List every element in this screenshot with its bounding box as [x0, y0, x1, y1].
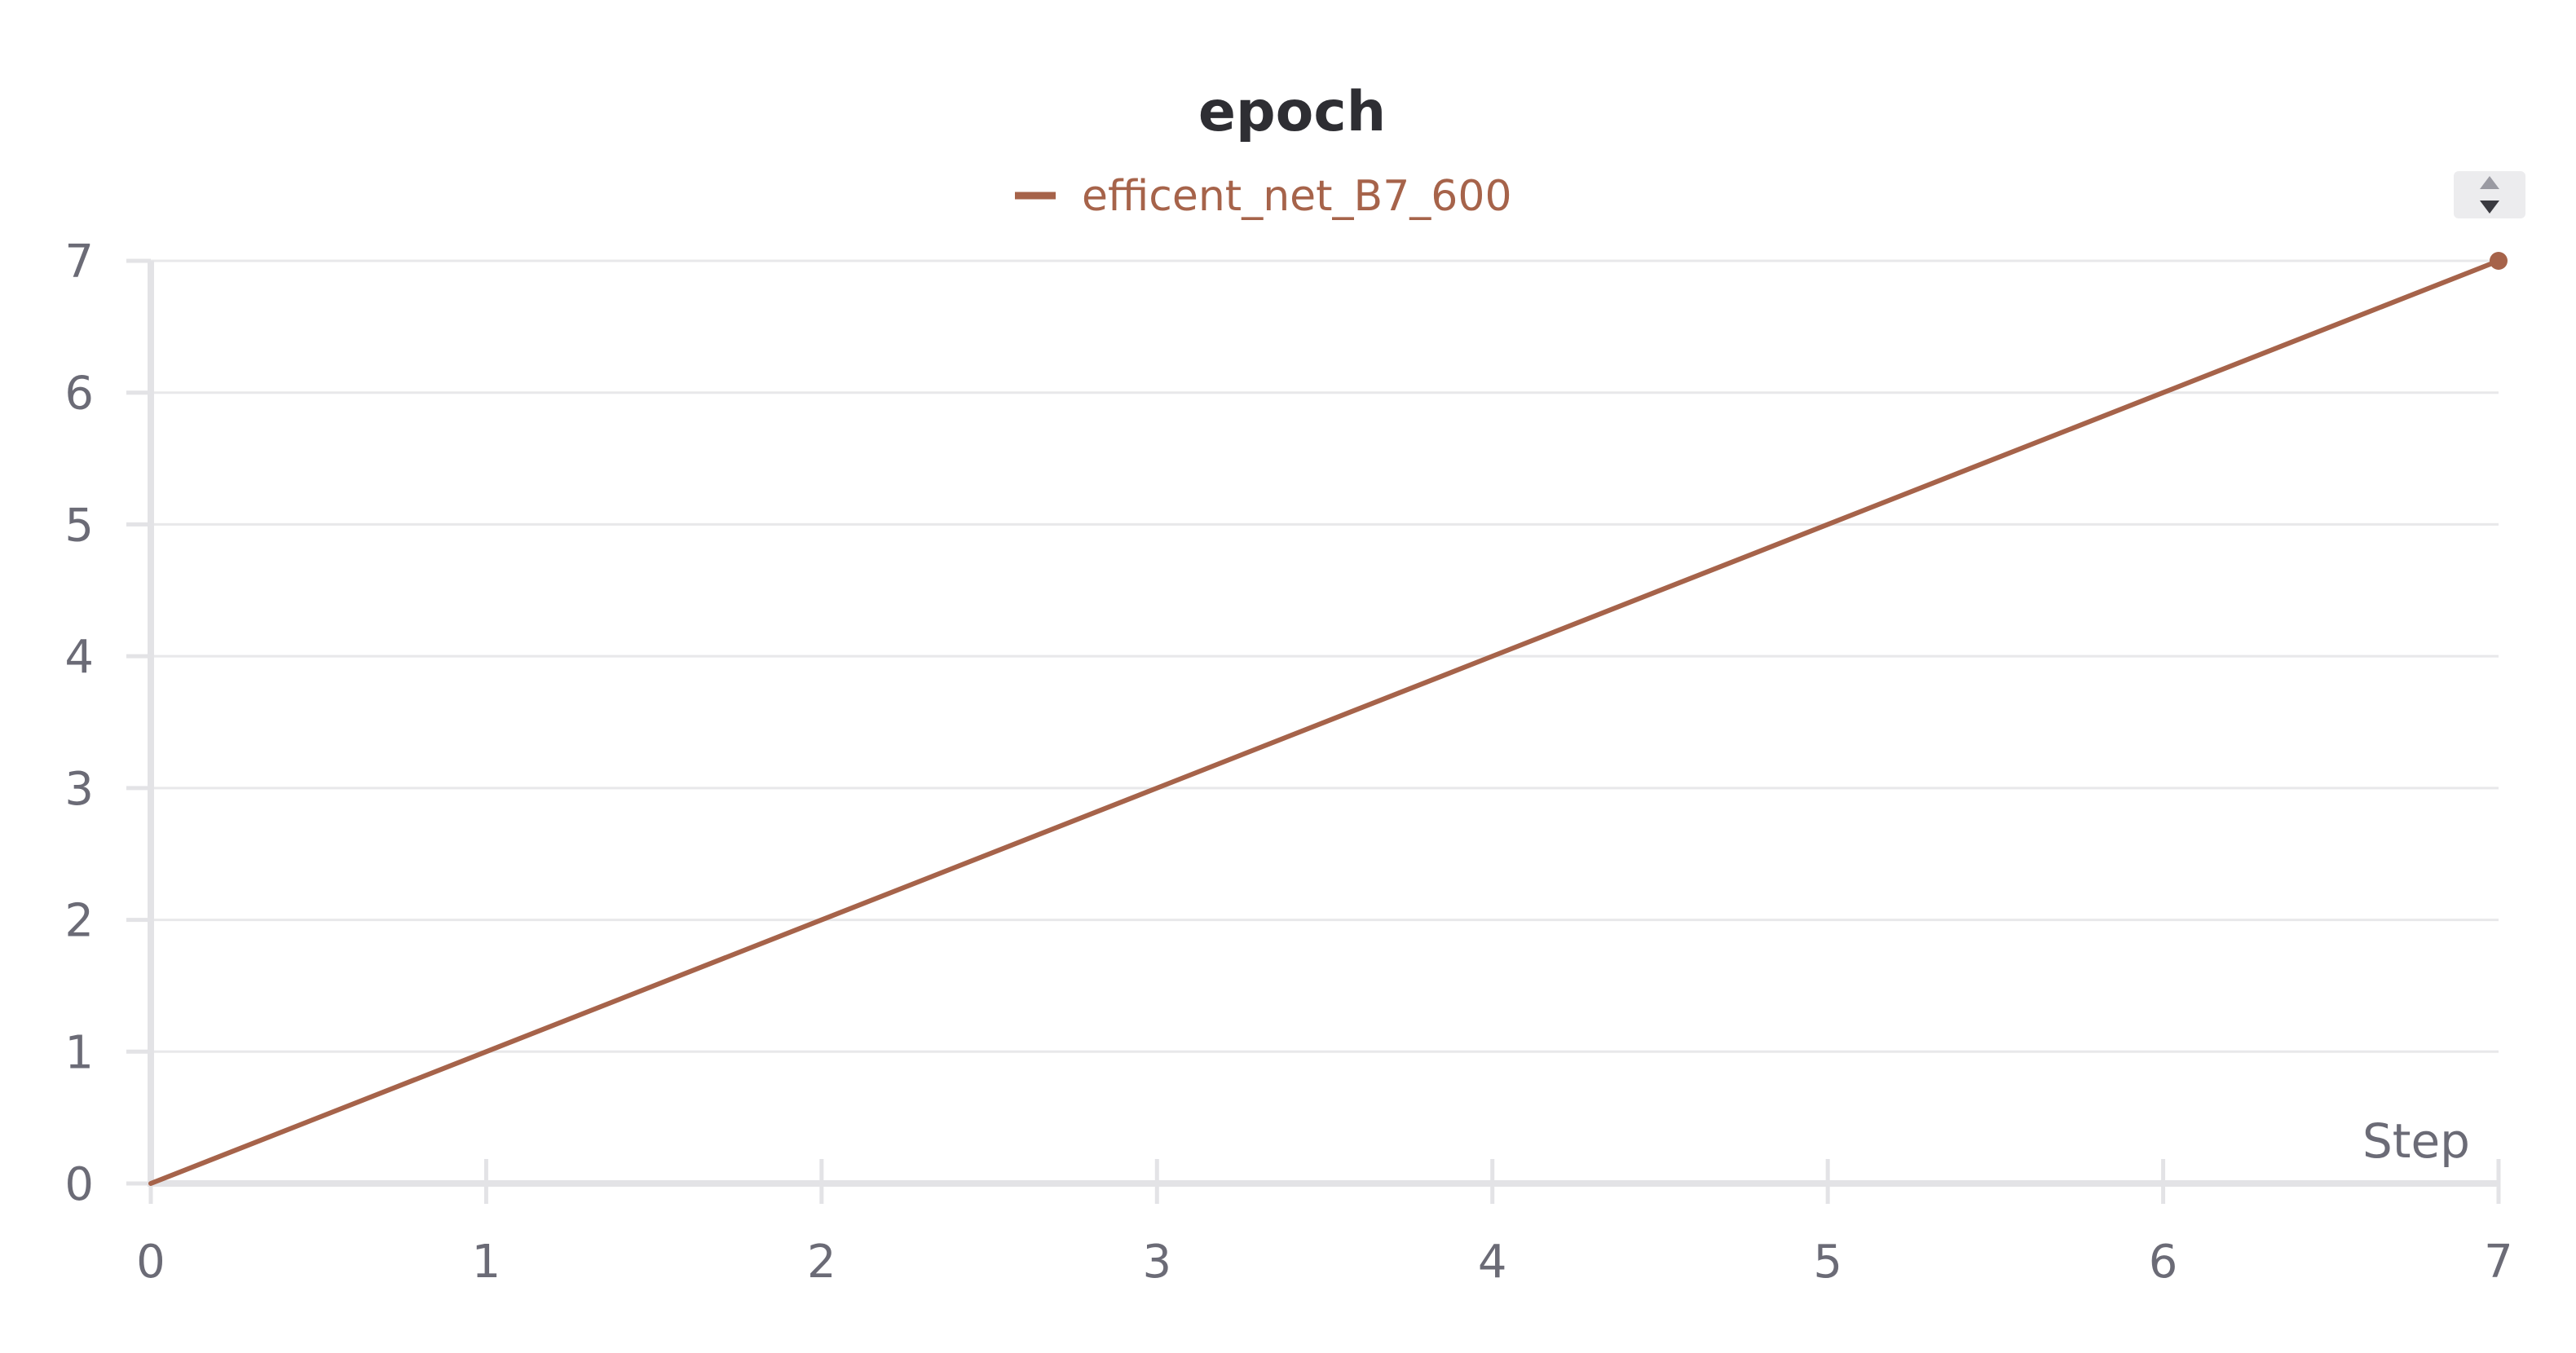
x-tick-label: 6 [2149, 1236, 2178, 1289]
gridlines [151, 259, 2499, 1053]
y-tick-label: 2 [64, 895, 94, 948]
x-tick-label: 7 [2484, 1236, 2513, 1289]
data-point[interactable] [2490, 252, 2508, 270]
chart-title: epoch [1198, 80, 1386, 144]
y-tick-label: 0 [64, 1158, 94, 1211]
y-tick-label: 4 [64, 631, 94, 684]
x-tick-label: 3 [1142, 1236, 1171, 1289]
x-axis-title: Step [2362, 1113, 2470, 1169]
y-tick-label: 5 [64, 499, 94, 552]
legend[interactable]: efficent_net_B7_600 [1015, 172, 1512, 221]
x-tick-label: 5 [1813, 1236, 1842, 1289]
series-line [148, 258, 2501, 1186]
y-tick-label: 7 [64, 236, 94, 289]
legend-label: efficent_net_B7_600 [1082, 172, 1512, 221]
y-tick-label: 3 [64, 763, 94, 816]
axes: 0 1 2 3 4 5 6 7 0 1 2 3 4 5 6 7 [64, 236, 2512, 1289]
legend-sort-button[interactable] [2454, 171, 2525, 218]
sort-up-down-icon [2480, 176, 2499, 214]
x-tick-label: 1 [472, 1236, 501, 1289]
x-tick-label: 4 [1478, 1236, 1507, 1289]
y-tick-label: 6 [64, 368, 94, 421]
x-tick-label: 0 [136, 1236, 165, 1289]
series-layer [148, 252, 2508, 1186]
y-tick-label: 1 [64, 1026, 94, 1079]
x-tick-label: 2 [807, 1236, 836, 1289]
